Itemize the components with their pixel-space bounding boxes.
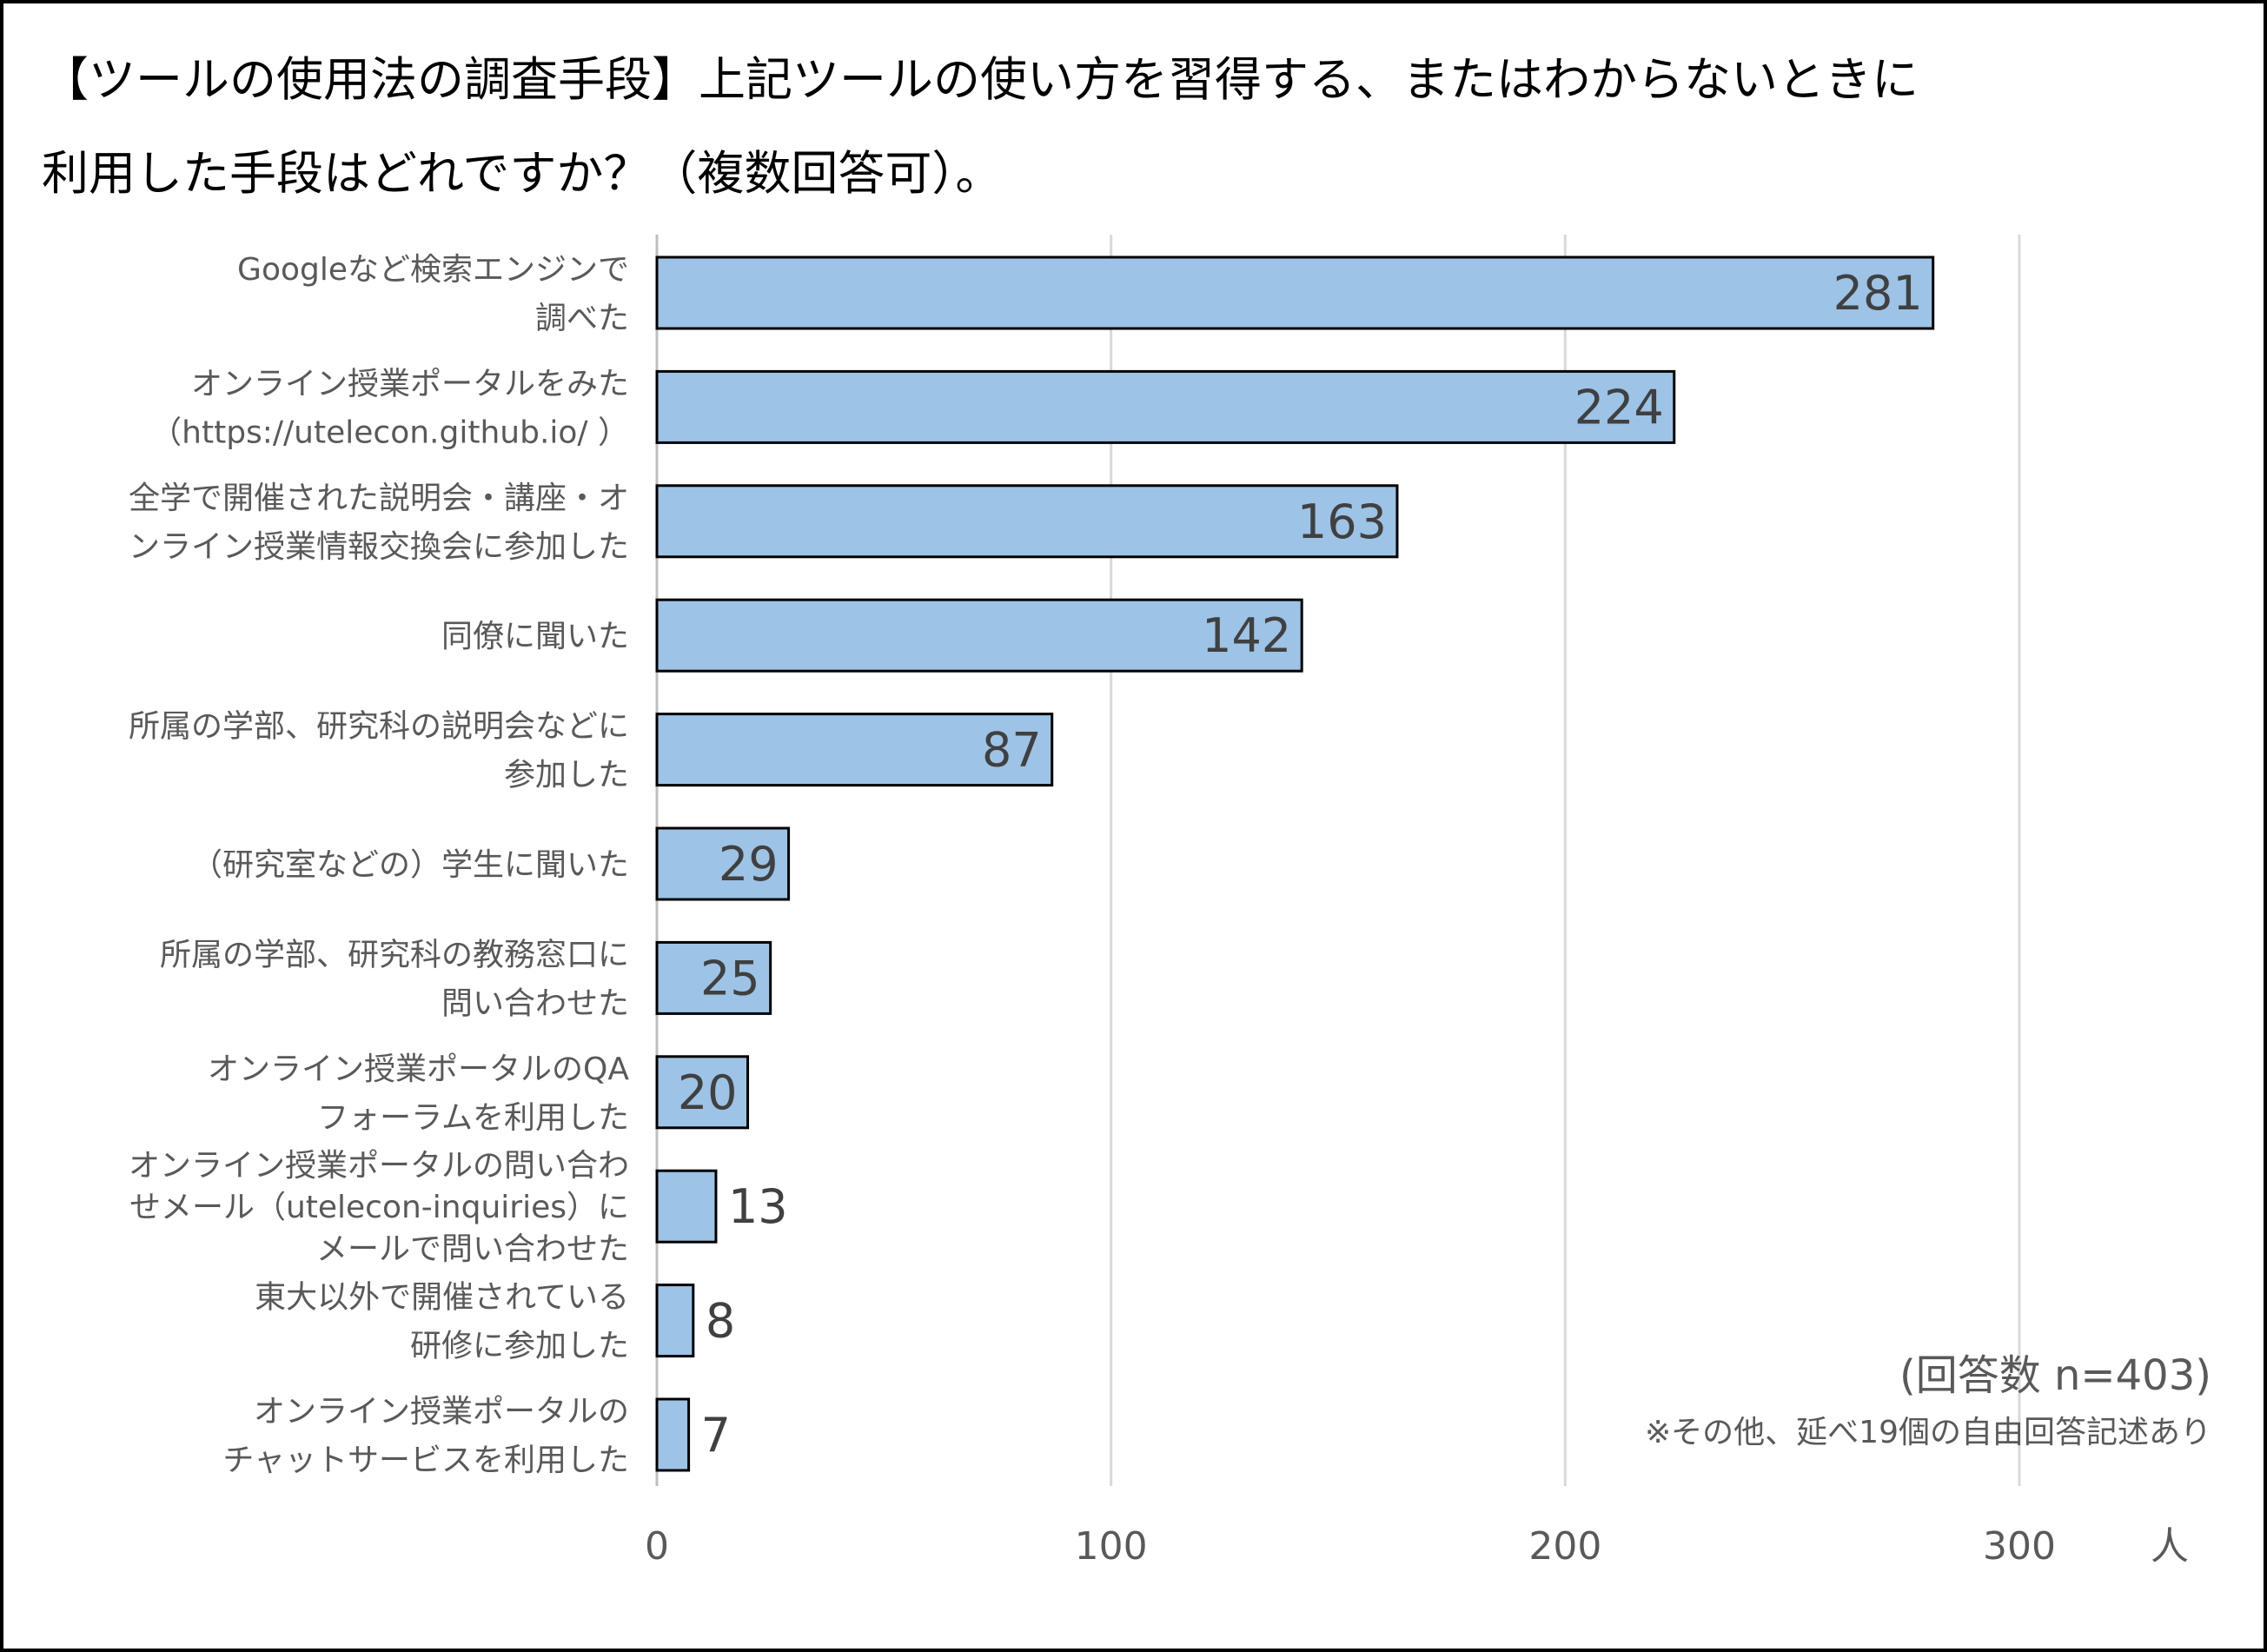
category-label-line: オンライン授業ポータルをみた [191,366,629,401]
data-label: 224 [1574,380,1664,435]
bar [655,1055,750,1130]
x-tick-label: 100 [1075,1524,1148,1569]
bar [655,369,1676,444]
free-answer-note: ※その他、延べ19個の自由回答記述あり [1645,1415,2211,1450]
data-label: 7 [701,1408,731,1463]
category-label: （研究室などの）学生に聞いた [191,847,629,883]
category-label: 東大以外で開催されている研修に参加した [255,1280,629,1364]
category-label-line: 調べた [535,301,629,336]
data-label: 281 [1833,266,1923,321]
category-label-line: （https://utelecon.github.io/ ） [150,415,629,450]
category-label-line: 同僚に聞いた [441,619,629,654]
bar [655,255,1935,330]
category-label: 全学で開催された説明会・講座・オンライン授業情報交換会に参加した [129,481,629,565]
x-axis-unit-label: 人 [2151,1524,2189,1569]
category-label-line: オンライン授業ポータルの問い合わ [129,1148,629,1184]
category-label-line: ンライン授業情報交換会に参加した [129,529,629,565]
category-label-line: 参加した [504,758,629,793]
bar [655,1169,718,1244]
category-label-line: 所属の学部、研究科の説明会などに [129,709,629,745]
category-label-line: 問い合わせた [441,985,629,1021]
bar [655,826,791,901]
respondent-count-note: (回答数 n=403) [1899,1351,2211,1400]
category-label: Googleなど検索エンジンで調べた [237,252,629,336]
data-label: 25 [700,951,760,1005]
category-label-line: 東大以外で開催されている [255,1280,629,1316]
data-label: 29 [719,837,779,892]
category-label: オンライン授業ポータルのQA フォーラムを利用した [208,1052,629,1136]
bar-chart: 【ツールの使用法の調査手段】上記ツールの使い方を習得する、またはわからないときに… [42,52,2211,1569]
category-label: 同僚に聞いた [441,619,629,654]
category-label-line: 全学で開催された説明会・講座・オ [129,481,629,516]
data-label: 8 [706,1294,735,1349]
data-label: 163 [1297,494,1387,549]
category-label-line: チャットサービスを利用した [222,1443,629,1478]
category-label-line: Googleなど検索エンジンで [237,252,629,288]
category-label-line: フォーラムを利用した [317,1100,629,1136]
category-label: 所属の学部、研究科の説明会などに参加した [129,709,629,793]
bar [655,713,1054,787]
category-label-line: オンライン授業ポータルの [254,1394,629,1430]
chart-title-line-1: 【ツールの使用法の調査手段】上記ツールの使い方を習得する、またはわからないときに [42,52,1919,107]
category-label-line: 研修に参加した [410,1329,629,1364]
bars [655,255,1935,1472]
category-label: オンライン授業ポータルをみた （https://utelecon.github.i… [150,366,629,450]
data-label: 142 [1202,608,1291,663]
category-label: 所属の学部、研究科の教務窓口に問い合わせた [160,937,629,1021]
category-label-line: （研究室などの）学生に聞いた [191,847,629,883]
x-tick-label: 0 [645,1524,669,1569]
category-label-line: 所属の学部、研究科の教務窓口に [160,937,629,972]
bar [655,1284,695,1358]
category-label-line: メールで問い合わせた [316,1231,629,1267]
bar [655,1397,691,1472]
data-label: 13 [728,1179,788,1234]
x-axis-ticks: 0 100 200 300 [645,1524,2056,1569]
data-label: 87 [982,723,1042,778]
category-label-line: せメール（utelecon-inquiries）に [129,1190,629,1225]
category-label: オンライン授業ポータルの問い合わせメール（utelecon-inquiries）… [129,1148,629,1267]
data-label: 20 [678,1065,738,1120]
x-tick-label: 200 [1528,1524,1601,1569]
category-label: オンライン授業ポータルのチャットサービスを利用した [222,1394,629,1478]
chart-title-line-2: 利用した手段はどれですか？（複数回答可）。 [42,146,1002,201]
bar [655,598,1303,673]
bar [655,940,772,1015]
bar [655,484,1399,559]
category-label-line: オンライン授業ポータルのQA [208,1052,629,1087]
x-tick-label: 300 [1983,1524,2056,1569]
